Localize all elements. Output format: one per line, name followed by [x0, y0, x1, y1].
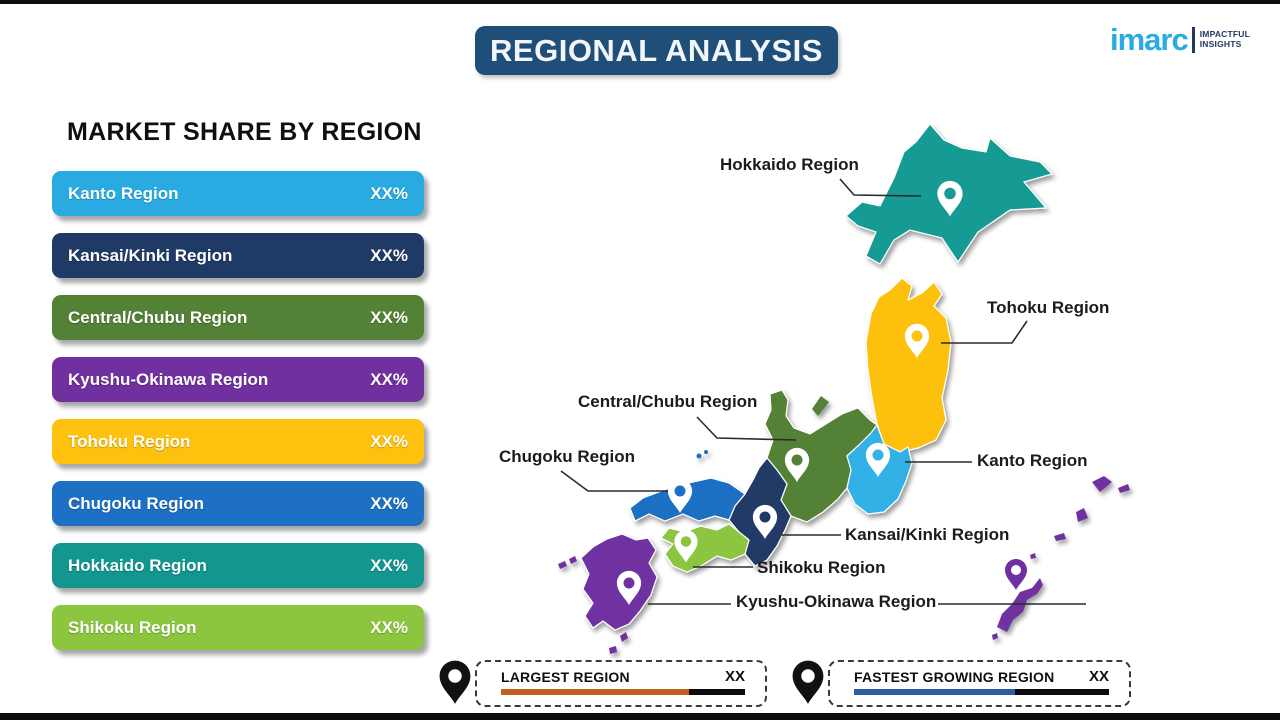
page-title: REGIONAL ANALYSIS: [490, 32, 823, 68]
share-bar-label: Chugoku Region: [68, 493, 204, 513]
map-island-tokunoshima: [1076, 508, 1088, 522]
fastest-growing-legend: FASTEST GROWING REGION XX: [828, 660, 1131, 707]
central-chubu-pin-icon: [784, 447, 810, 482]
share-bar-kanto: Kanto Region XX%: [52, 171, 424, 216]
share-bar-kyushu-okinawa: Kyushu-Okinawa Region XX%: [52, 357, 424, 402]
tohoku-connector-line: [941, 320, 1028, 344]
map-island-oki-2: [704, 450, 708, 454]
chugoku-pin-icon: [667, 478, 693, 513]
panel-heading: MARKET SHARE BY REGION: [67, 118, 422, 146]
bottom-border: [0, 713, 1280, 720]
share-bar-value: XX%: [370, 493, 408, 513]
share-bar-value: XX%: [370, 617, 408, 637]
largest-region-legend: LARGEST REGION XX: [475, 660, 767, 707]
okinawa-pin-icon: [1005, 559, 1027, 590]
map-island-amami: [1092, 476, 1112, 492]
logo-tagline: IMPACTFUL INSIGHTS: [1199, 28, 1251, 50]
share-bar-shikoku: Shikoku Region XX%: [52, 605, 424, 650]
map-island-amami-2: [1118, 484, 1130, 493]
map-island-sado: [812, 396, 829, 416]
hokkaido-connector-line: [839, 178, 922, 197]
largest-region-meter: [501, 689, 745, 695]
imarc-logo-wordmark: imarc: [1110, 22, 1189, 57]
share-bar-tohoku: Tohoku Region XX%: [52, 419, 424, 464]
fastest-growing-pin-icon: [792, 660, 824, 704]
fastest-growing-value: XX: [1088, 668, 1109, 685]
map-region-kanto: [846, 423, 913, 515]
kyushu-pin-icon: [616, 570, 642, 605]
map-label-kansai: Kansai/Kinki Region: [845, 525, 1010, 544]
share-bar-label: Kansai/Kinki Region: [68, 245, 233, 265]
largest-region-pin-icon: [439, 660, 471, 704]
share-bar-label: Shikoku Region: [68, 617, 197, 637]
largest-region-label: LARGEST REGION: [501, 668, 630, 685]
map-label-tohoku: Tohoku Region: [987, 298, 1110, 317]
central-chubu-connector-line: [696, 416, 797, 441]
page-title-banner: REGIONAL ANALYSIS: [475, 26, 838, 75]
chugoku-connector-line: [560, 470, 668, 492]
logo-tagline-line1: IMPACTFUL: [1199, 28, 1251, 39]
share-bar-label: Kanto Region: [68, 183, 179, 203]
map-label-central: Central/Chubu Region: [578, 392, 758, 411]
share-bar-hokkaido: Hokkaido Region XX%: [52, 543, 424, 588]
map-label-chugoku: Chugoku Region: [499, 447, 635, 466]
hokkaido-pin-icon: [937, 180, 963, 217]
share-bar-value: XX%: [370, 307, 408, 327]
share-bar-value: XX%: [370, 245, 408, 265]
map-region-central-chubu: [764, 389, 878, 523]
map-label-shikoku: Shikoku Region: [757, 558, 886, 577]
share-bar-chugoku: Chugoku Region XX%: [52, 481, 424, 526]
map-island-okinawa-main: [997, 578, 1043, 632]
tohoku-pin-icon: [904, 323, 930, 358]
largest-region-value: XX: [724, 668, 745, 685]
share-bar-kansai: Kansai/Kinki Region XX%: [52, 233, 424, 278]
logo-tagline-line2: INSIGHTS: [1199, 38, 1242, 49]
share-bar-value: XX%: [370, 183, 408, 203]
map-region-hokkaido: [845, 123, 1054, 265]
shikoku-pin-icon: [674, 529, 698, 563]
map-region-kyushu: [580, 533, 658, 631]
share-bar-label: Central/Chubu Region: [68, 307, 248, 327]
map-island-yakushima: [609, 646, 617, 654]
logo-divider: [1191, 26, 1195, 53]
imarc-logo: imarc IMPACTFUL INSIGHTS: [1110, 24, 1250, 55]
map-region-kansai-kinki: [728, 457, 792, 567]
share-bar-value: XX%: [370, 369, 408, 389]
kanto-pin-icon: [865, 442, 891, 477]
share-bar-value: XX%: [370, 555, 408, 575]
fastest-growing-meter: [854, 689, 1109, 695]
map-island-yoron: [1030, 553, 1036, 559]
map-label-hokkaido: Hokkaido Region: [720, 155, 859, 174]
map-region-tohoku: [865, 277, 952, 453]
largest-meter-fill: [501, 689, 689, 695]
map-island-goto: [558, 561, 567, 569]
fastest-growing-label: FASTEST GROWING REGION: [854, 668, 1055, 685]
fastest-meter-fill: [854, 689, 1015, 695]
region-share-list: Kanto Region XX% Kansai/Kinki Region XX%…: [52, 171, 424, 650]
fastest-meter-rest: [1014, 689, 1109, 695]
market-share-panel: MARKET SHARE BY REGION Kanto Region XX% …: [52, 118, 424, 650]
top-border: [0, 0, 1280, 4]
share-bar-label: Hokkaido Region: [68, 555, 207, 575]
map-label-kanto: Kanto Region: [977, 451, 1088, 470]
map-island-tanegashima: [620, 632, 628, 642]
map-region-shikoku: [660, 523, 750, 573]
map-island-oki: [696, 453, 702, 459]
map-island-okinoerabu: [1054, 533, 1066, 541]
share-bar-label: Kyushu-Okinawa Region: [68, 369, 269, 389]
map-region-chugoku: [629, 477, 746, 522]
kansai-pin-icon: [752, 504, 778, 539]
map-label-kyushu: Kyushu-Okinawa Region: [736, 592, 937, 611]
map-island-kerama: [992, 633, 998, 640]
largest-meter-rest: [688, 689, 745, 695]
map-island-goto-2: [569, 556, 577, 564]
share-bar-label: Tohoku Region: [68, 431, 191, 451]
share-bar-value: XX%: [370, 431, 408, 451]
share-bar-central-chubu: Central/Chubu Region XX%: [52, 295, 424, 340]
